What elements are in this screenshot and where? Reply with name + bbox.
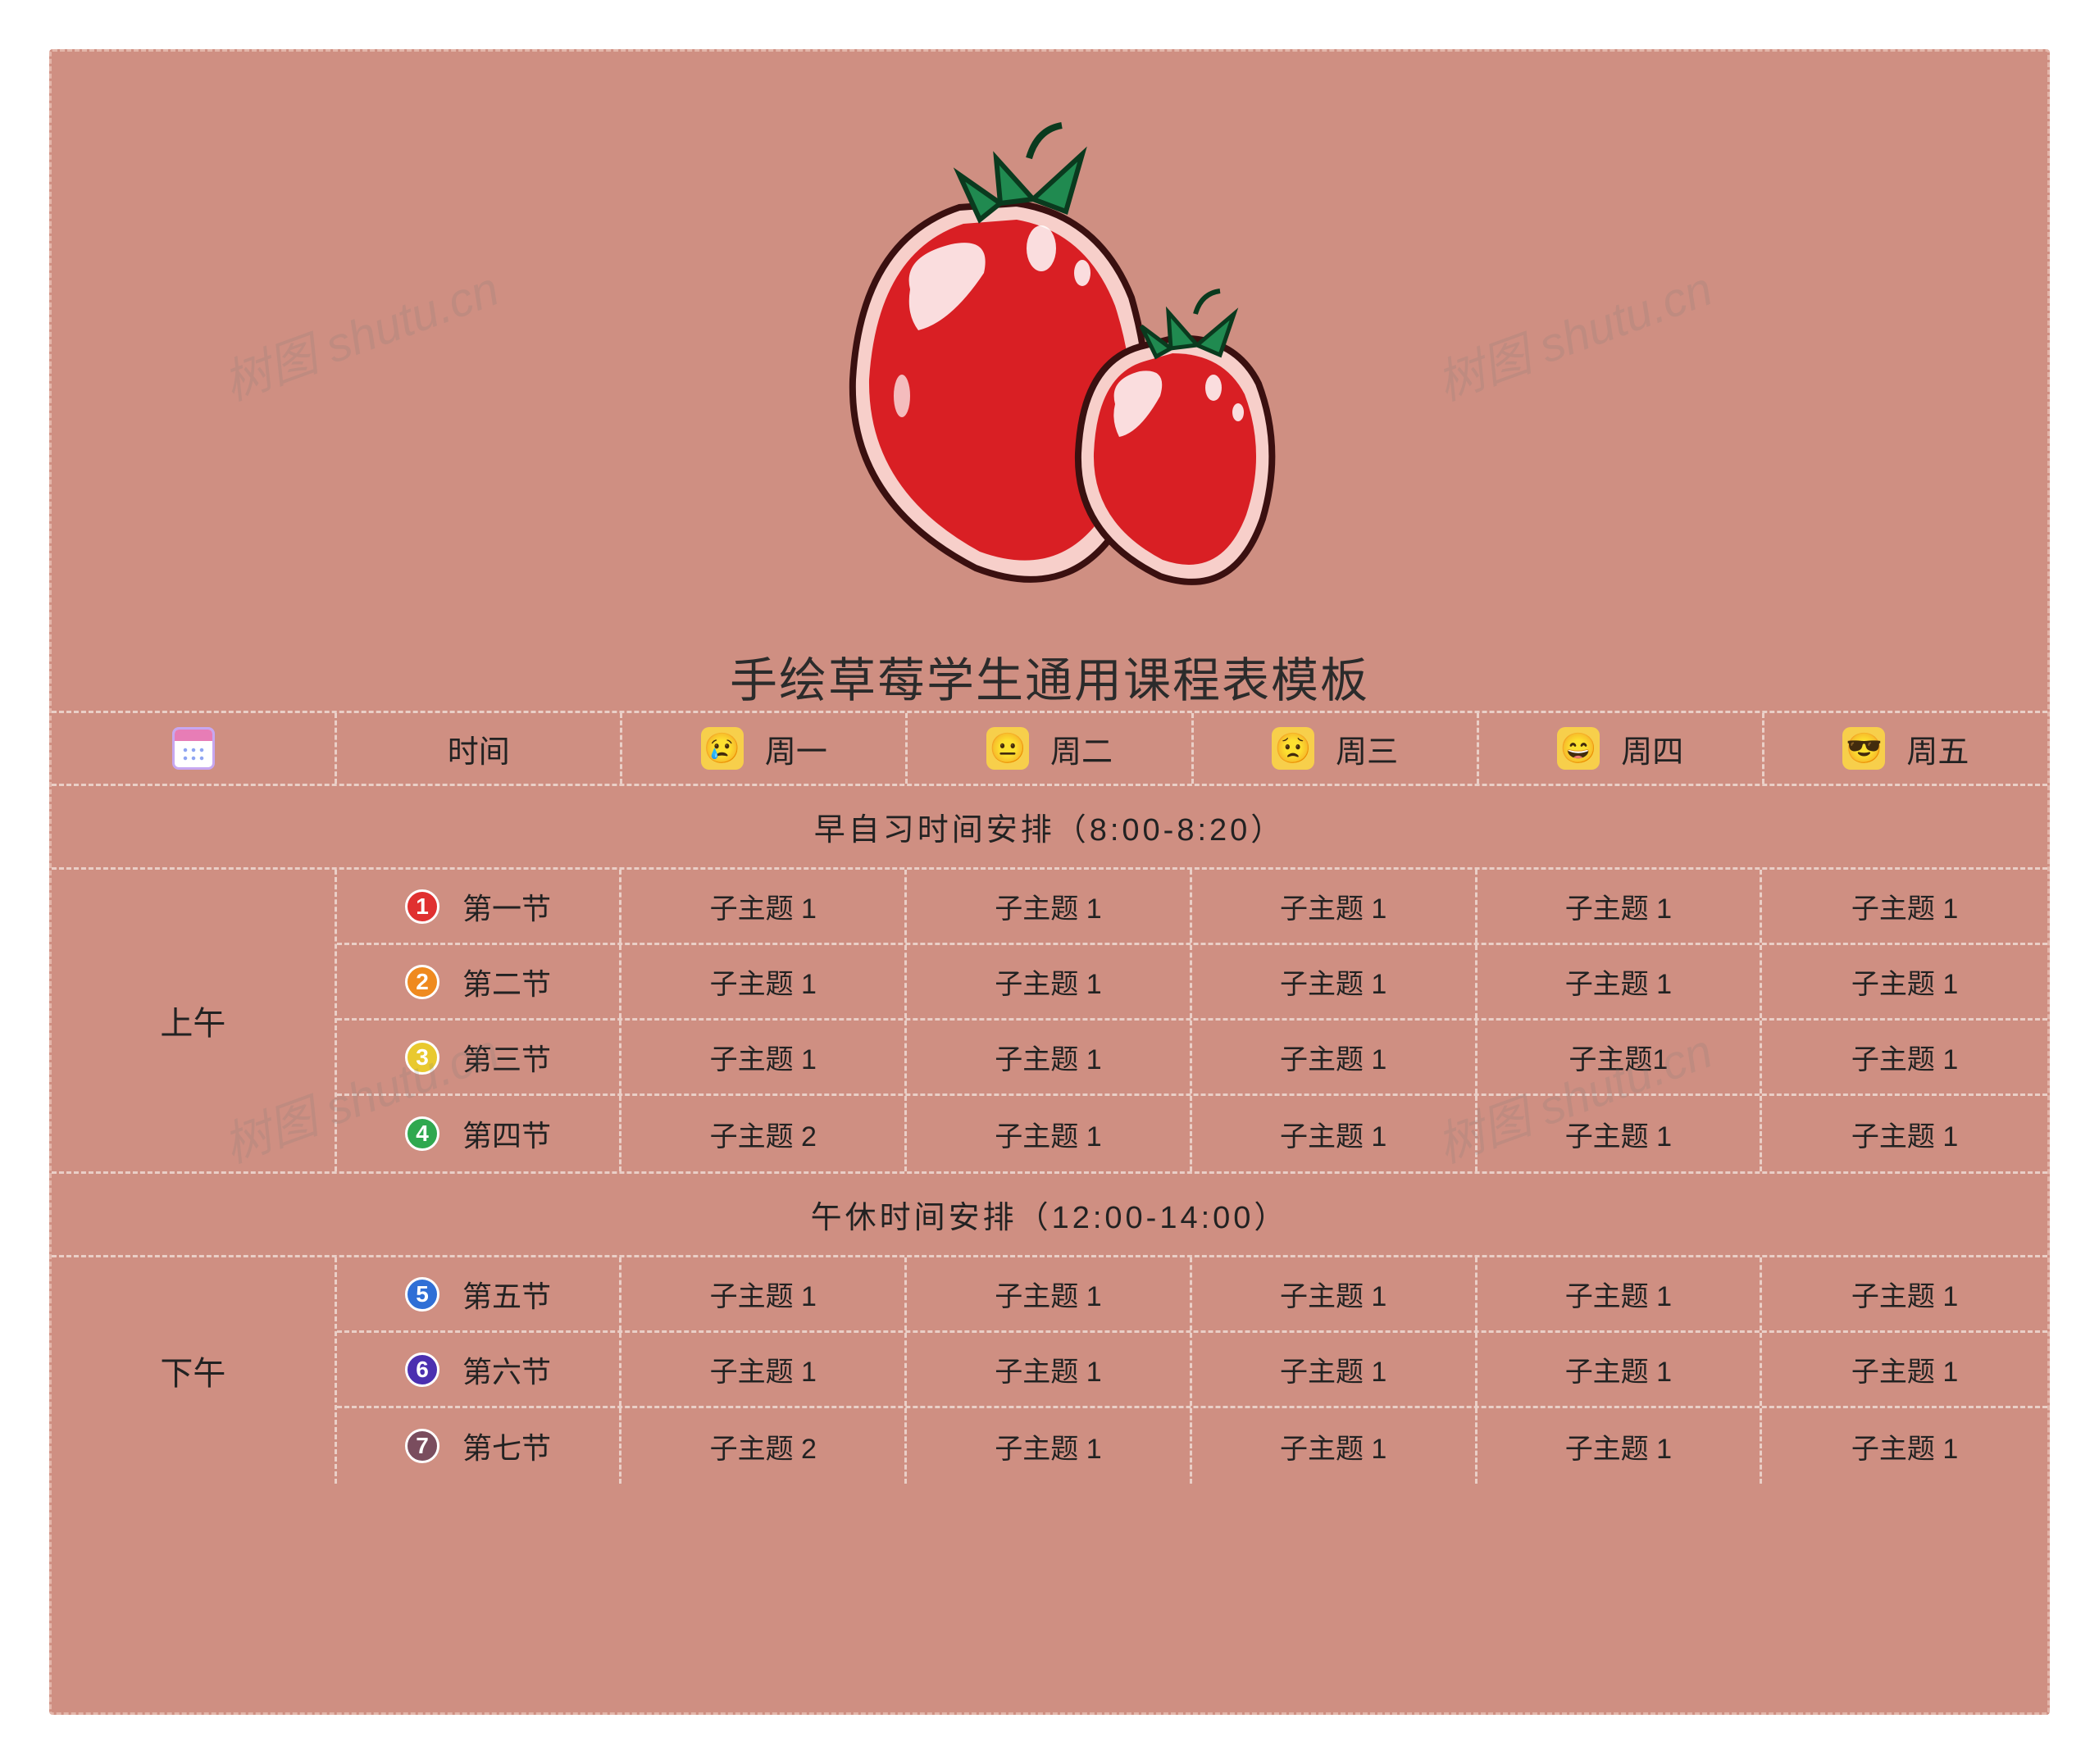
morning-rows: 1第一节子主题 1子主题 1子主题 1子主题 1子主题 12第二节子主题 1子主… bbox=[337, 870, 2047, 1171]
period-cell[interactable]: 5 第五节 bbox=[337, 1257, 622, 1330]
schedule-cell[interactable]: 子主题 1 bbox=[907, 945, 1192, 1018]
period-number-badge: 4 bbox=[405, 1116, 439, 1151]
schedule-cell[interactable]: 子主题 1 bbox=[622, 1021, 907, 1093]
period-number-badge: 2 bbox=[405, 965, 439, 999]
schedule-cell[interactable]: 子主题 2 bbox=[622, 1096, 907, 1171]
period-number-badge: 7 bbox=[405, 1429, 439, 1463]
period-number-badge: 5 bbox=[405, 1277, 439, 1312]
emoji-neutral-icon: 😐 bbox=[986, 727, 1029, 770]
table-row: 5第五节子主题 1子主题 1子主题 1子主题 1子主题 1 bbox=[337, 1257, 2047, 1333]
schedule-cell[interactable]: 子主题 1 bbox=[1192, 870, 1477, 943]
schedule-cell[interactable]: 子主题 1 bbox=[1192, 1096, 1477, 1171]
period-number-badge: 1 bbox=[405, 889, 439, 924]
afternoon-label: 下午 bbox=[52, 1257, 337, 1484]
schedule-canvas: 树图 shutu.cn 树图 shutu.cn 树图 shutu.cn 树图 s… bbox=[49, 49, 2050, 1715]
period-number-badge: 3 bbox=[405, 1040, 439, 1075]
period-number-badge: 6 bbox=[405, 1353, 439, 1387]
period-name: 第六节 bbox=[462, 1348, 551, 1391]
schedule-cell[interactable]: 子主题 1 bbox=[1192, 1021, 1477, 1093]
schedule-cell[interactable]: 子主题 1 bbox=[1762, 1408, 2047, 1484]
table-row: 4第四节子主题 2子主题 1子主题 1子主题 1子主题 1 bbox=[337, 1096, 2047, 1171]
morning-block: 上午 1第一节子主题 1子主题 1子主题 1子主题 1子主题 12第二节子主题 … bbox=[52, 867, 2047, 1171]
schedule-cell[interactable]: 子主题 1 bbox=[1477, 870, 1763, 943]
table-row: 7第七节子主题 2子主题 1子主题 1子主题 1子主题 1 bbox=[337, 1408, 2047, 1484]
header-day-tue[interactable]: 😐 周二 bbox=[908, 713, 1193, 784]
table-row: 3第三节子主题 1子主题 1子主题 1子主题1子主题 1 bbox=[337, 1021, 2047, 1096]
header-day-label: 周四 bbox=[1621, 726, 1683, 771]
schedule-cell[interactable]: 子主题 1 bbox=[622, 1257, 907, 1330]
schedule-cell[interactable]: 子主题 1 bbox=[907, 870, 1192, 943]
header-day-fri[interactable]: 😎 周五 bbox=[1764, 713, 2047, 784]
page-title: 手绘草莓学生通用课程表模板 bbox=[730, 642, 1369, 711]
header-day-label: 周一 bbox=[765, 726, 827, 771]
period-name: 第四节 bbox=[462, 1112, 551, 1155]
schedule-cell[interactable]: 子主题 1 bbox=[1477, 1408, 1763, 1484]
table-row: 6第六节子主题 1子主题 1子主题 1子主题 1子主题 1 bbox=[337, 1333, 2047, 1408]
schedule-cell[interactable]: 子主题 1 bbox=[1192, 1408, 1477, 1484]
emoji-worried-icon: 😟 bbox=[1272, 727, 1314, 770]
schedule-cell[interactable]: 子主题 1 bbox=[1192, 945, 1477, 1018]
period-name: 第三节 bbox=[462, 1036, 551, 1079]
period-name: 第五节 bbox=[462, 1273, 551, 1316]
hero-section: 手绘草莓学生通用课程表模板 bbox=[52, 52, 2047, 711]
schedule-cell[interactable]: 子主题 1 bbox=[907, 1333, 1192, 1406]
period-name: 第二节 bbox=[462, 961, 551, 1003]
header-time: 时间 bbox=[337, 713, 622, 784]
emoji-smile-icon: 😄 bbox=[1557, 727, 1600, 770]
schedule-cell[interactable]: 子主题 1 bbox=[1762, 1257, 2047, 1330]
schedule-cell[interactable]: 子主题 1 bbox=[1192, 1333, 1477, 1406]
schedule-cell[interactable]: 子主题 1 bbox=[1762, 870, 2047, 943]
schedule-table: 时间 😢 周一 😐 周二 😟 周三 😄 周四 😎 周五 bbox=[52, 711, 2047, 1484]
header-day-wed[interactable]: 😟 周三 bbox=[1194, 713, 1479, 784]
schedule-cell[interactable]: 子主题 1 bbox=[1477, 945, 1763, 1018]
noon-break-banner: 午休时间安排（12:00-14:00） bbox=[52, 1171, 2047, 1255]
morning-study-banner: 早自习时间安排（8:00-8:20） bbox=[52, 786, 2047, 867]
schedule-cell[interactable]: 子主题 1 bbox=[907, 1408, 1192, 1484]
morning-label: 上午 bbox=[52, 870, 337, 1171]
schedule-cell[interactable]: 子主题 1 bbox=[622, 945, 907, 1018]
schedule-cell[interactable]: 子主题 1 bbox=[907, 1021, 1192, 1093]
schedule-cell[interactable]: 子主题 1 bbox=[907, 1257, 1192, 1330]
schedule-cell[interactable]: 子主题 1 bbox=[622, 870, 907, 943]
emoji-cry-icon: 😢 bbox=[701, 727, 744, 770]
header-day-label: 周五 bbox=[1906, 726, 1969, 771]
period-name: 第七节 bbox=[462, 1425, 551, 1467]
header-day-label: 周三 bbox=[1336, 726, 1398, 771]
schedule-cell[interactable]: 子主题 1 bbox=[1192, 1257, 1477, 1330]
header-row: 时间 😢 周一 😐 周二 😟 周三 😄 周四 😎 周五 bbox=[52, 711, 2047, 786]
schedule-cell[interactable]: 子主题1 bbox=[1477, 1021, 1763, 1093]
header-day-label: 周二 bbox=[1050, 726, 1113, 771]
period-cell[interactable]: 4 第四节 bbox=[337, 1096, 622, 1171]
calendar-icon bbox=[172, 727, 215, 770]
table-row: 1第一节子主题 1子主题 1子主题 1子主题 1子主题 1 bbox=[337, 870, 2047, 945]
schedule-cell[interactable]: 子主题 2 bbox=[622, 1408, 907, 1484]
schedule-cell[interactable]: 子主题 1 bbox=[622, 1333, 907, 1406]
period-name: 第一节 bbox=[462, 885, 551, 928]
table-row: 2第二节子主题 1子主题 1子主题 1子主题 1子主题 1 bbox=[337, 945, 2047, 1021]
period-cell[interactable]: 2 第二节 bbox=[337, 945, 622, 1018]
schedule-cell[interactable]: 子主题 1 bbox=[1762, 945, 2047, 1018]
schedule-cell[interactable]: 子主题 1 bbox=[1762, 1096, 2047, 1171]
afternoon-rows: 5第五节子主题 1子主题 1子主题 1子主题 1子主题 16第六节子主题 1子主… bbox=[337, 1257, 2047, 1484]
schedule-cell[interactable]: 子主题 1 bbox=[1477, 1257, 1763, 1330]
schedule-cell[interactable]: 子主题 1 bbox=[907, 1096, 1192, 1171]
period-cell[interactable]: 3 第三节 bbox=[337, 1021, 622, 1093]
header-time-label: 时间 bbox=[448, 726, 510, 771]
schedule-cell[interactable]: 子主题 1 bbox=[1762, 1021, 2047, 1093]
strawberry-illustration bbox=[787, 109, 1312, 617]
period-cell[interactable]: 6 第六节 bbox=[337, 1333, 622, 1406]
schedule-cell[interactable]: 子主题 1 bbox=[1477, 1096, 1763, 1171]
period-cell[interactable]: 7 第七节 bbox=[337, 1408, 622, 1484]
header-corner bbox=[52, 713, 337, 784]
schedule-cell[interactable]: 子主题 1 bbox=[1762, 1333, 2047, 1406]
schedule-cell[interactable]: 子主题 1 bbox=[1477, 1333, 1763, 1406]
header-day-thu[interactable]: 😄 周四 bbox=[1479, 713, 1764, 784]
afternoon-block: 下午 5第五节子主题 1子主题 1子主题 1子主题 1子主题 16第六节子主题 … bbox=[52, 1255, 2047, 1484]
header-day-mon[interactable]: 😢 周一 bbox=[622, 713, 908, 784]
emoji-sunglasses-icon: 😎 bbox=[1842, 727, 1885, 770]
period-cell[interactable]: 1 第一节 bbox=[337, 870, 622, 943]
